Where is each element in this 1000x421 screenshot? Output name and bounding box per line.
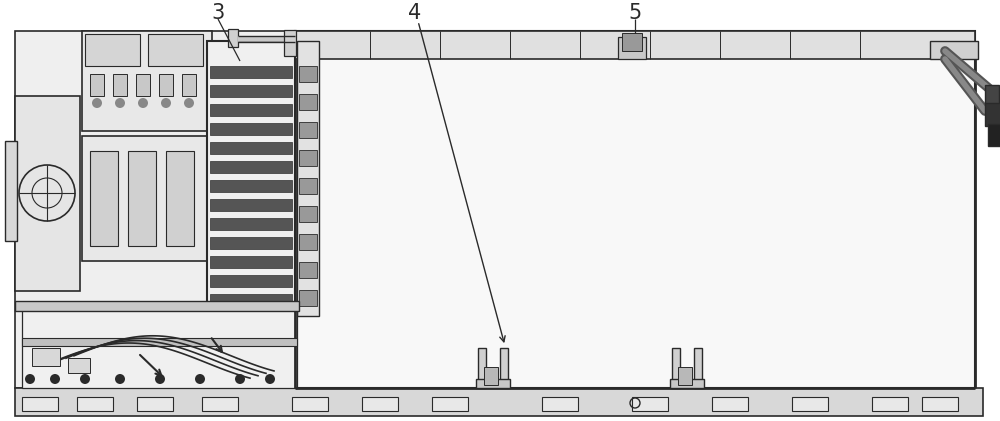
Bar [478,348,486,388]
Bar [207,41,295,316]
Bar [15,31,295,388]
Bar [137,397,173,411]
Bar [210,104,292,116]
Bar [210,66,292,78]
Bar [210,123,292,135]
Bar [295,31,975,59]
Bar [299,262,317,278]
Bar [182,74,196,96]
Bar [299,178,317,194]
Bar [22,338,297,346]
Bar [90,151,118,246]
Bar [15,301,299,311]
Circle shape [161,98,171,108]
Bar [362,397,398,411]
Bar [210,161,292,173]
Bar [15,96,80,291]
Text: 5: 5 [628,3,642,23]
Bar [148,34,203,66]
Bar [930,41,978,59]
Bar [295,31,975,388]
Bar [210,142,292,154]
Circle shape [92,98,102,108]
Bar [292,397,328,411]
Circle shape [138,98,148,108]
Circle shape [115,98,125,108]
Circle shape [265,374,275,384]
Bar [202,397,238,411]
Bar [484,367,498,385]
Bar [299,290,317,306]
Bar [5,141,17,241]
Bar [68,358,90,373]
Circle shape [184,98,194,108]
Circle shape [50,374,60,384]
Bar [297,41,319,316]
Circle shape [195,374,205,384]
Circle shape [155,374,165,384]
Bar [988,124,1000,146]
Bar [210,294,292,306]
Bar [210,85,292,97]
Bar [113,74,127,96]
Bar [299,66,317,82]
Bar [82,136,212,261]
Bar [792,397,828,411]
Bar [872,397,908,411]
Bar [210,275,292,287]
Bar [985,101,1000,126]
Bar [622,33,642,51]
Bar [22,310,297,388]
Text: 3: 3 [211,3,225,23]
Circle shape [80,374,90,384]
Bar [228,29,238,47]
Bar [632,397,668,411]
Bar [299,206,317,222]
Circle shape [115,374,125,384]
Bar [210,199,292,211]
Bar [159,74,173,96]
Circle shape [235,374,245,384]
Bar [922,397,958,411]
Bar [90,74,104,96]
Bar [712,397,748,411]
Bar [500,348,508,388]
Bar [210,237,292,249]
Bar [985,85,999,103]
Bar [15,388,983,416]
Bar [210,180,292,192]
Bar [77,397,113,411]
Bar [284,30,296,56]
Bar [82,31,212,131]
Bar [670,379,704,388]
Bar [299,122,317,138]
Bar [672,348,680,388]
Bar [136,74,150,96]
Bar [85,34,140,66]
Circle shape [25,374,35,384]
Bar [166,151,194,246]
Bar [299,150,317,166]
Bar [299,234,317,250]
Bar [128,151,156,246]
Bar [542,397,578,411]
Text: 4: 4 [408,3,422,23]
Bar [210,218,292,230]
Bar [32,348,60,366]
Bar [22,397,58,411]
Bar [678,367,692,385]
Bar [210,256,292,268]
Bar [476,379,510,388]
Bar [299,94,317,110]
Bar [618,37,646,59]
Bar [432,397,468,411]
Bar [694,348,702,388]
